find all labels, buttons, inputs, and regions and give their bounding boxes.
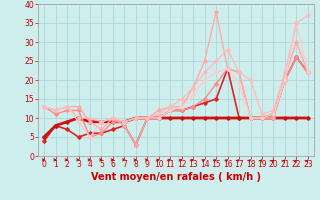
X-axis label: Vent moyen/en rafales ( km/h ): Vent moyen/en rafales ( km/h ) (91, 172, 261, 182)
